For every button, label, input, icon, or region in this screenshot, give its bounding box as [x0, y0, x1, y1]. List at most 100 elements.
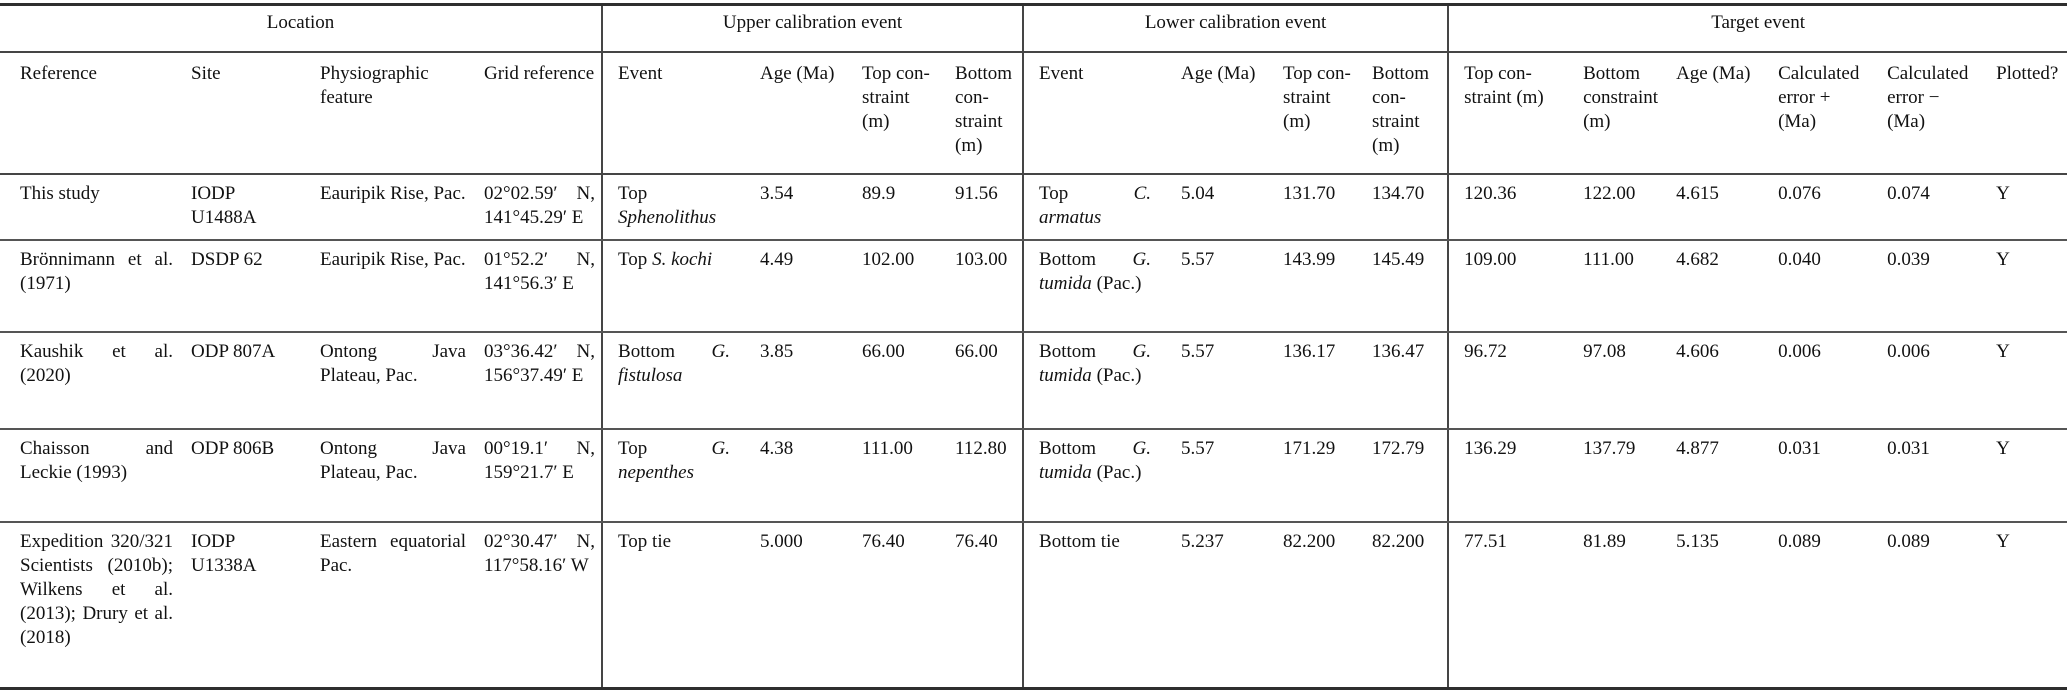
- cell-target-bottom-constraint: 111.00: [1571, 240, 1665, 333]
- cell-calculated-error-plus: 0.006: [1766, 332, 1876, 430]
- cell-lower-event: Bottom G. tumida (Pac.): [1022, 240, 1170, 333]
- group-title-target: Target event: [1447, 4, 2067, 53]
- cell-upper-bottom-constraint: 91.56: [943, 174, 1024, 241]
- species-name: S. kochi: [652, 249, 713, 270]
- cell-calculated-error-plus: 0.040: [1766, 240, 1876, 333]
- event-text: Bottom: [618, 341, 712, 362]
- cell-target-age: 4.877: [1664, 429, 1767, 523]
- species-name: G. fistulosa: [618, 341, 731, 386]
- cell-reference: Brönnimann et al. (1971): [0, 240, 179, 333]
- cell-lower-event: Bottom G. tumida (Pac.): [1022, 429, 1170, 523]
- cell-lower-event: Bottom G. tumida (Pac.): [1022, 332, 1170, 430]
- cell-calculated-error-minus: 0.039: [1875, 240, 1985, 333]
- event-text: Top: [1039, 183, 1134, 204]
- cell-lower-bottom-constraint: 136.47: [1360, 332, 1449, 430]
- cell-lower-top-constraint: 136.17: [1271, 332, 1361, 430]
- cell-reference: This study: [0, 174, 179, 241]
- col-header-lower-bottom-constraint: Bottom con­straint (m): [1360, 52, 1449, 175]
- col-header-target-top-constraint: Top con­straint (m): [1447, 52, 1572, 175]
- group-title-location: Location: [0, 4, 603, 53]
- cell-target-top-constraint: 109.00: [1447, 240, 1572, 333]
- col-header-calculated-error-minus: Calculated error − (Ma): [1875, 52, 1985, 175]
- cell-upper-top-constraint: 111.00: [850, 429, 944, 523]
- cell-site: ODP 806B: [179, 429, 308, 523]
- cell-target-age: 4.682: [1664, 240, 1767, 333]
- cell-lower-top-constraint: 131.70: [1271, 174, 1361, 241]
- group-title-upper-calibration: Upper calibration event: [601, 4, 1024, 53]
- cell-site: DSDP 62: [179, 240, 308, 333]
- cell-target-bottom-constraint: 97.08: [1571, 332, 1665, 430]
- cell-lower-bottom-constraint: 145.49: [1360, 240, 1449, 333]
- cell-upper-bottom-constraint: 103.00: [943, 240, 1024, 333]
- cell-target-age: 5.135: [1676, 531, 1719, 552]
- table-row: Kaushik et al. (2020) ODP 807A Ontong Ja…: [0, 332, 2067, 430]
- cell-site: IODP U1488A: [179, 174, 308, 241]
- cell-reference: Expedition 320/321 Scien­tists (2010b); …: [20, 531, 173, 648]
- cell-calculated-error-plus: 0.076: [1766, 174, 1876, 241]
- species-name: C. armatus: [1039, 183, 1152, 228]
- event-text-suffix: (Pac.): [1091, 462, 1142, 483]
- cell-upper-top-constraint: 66.00: [850, 332, 944, 430]
- col-header-lower-age: Age (Ma): [1169, 52, 1272, 175]
- cell-upper-age: 3.54: [748, 174, 851, 241]
- cell-upper-bottom-constraint: 76.40: [955, 531, 998, 552]
- table-row: Brönnimann et al. (1971) DSDP 62 Eauripi…: [0, 240, 2067, 333]
- cell-site: IODP U1338A: [191, 531, 257, 576]
- cell-target-top-constraint: 136.29: [1447, 429, 1572, 523]
- column-header-row: Reference Site Physiographic feature Gri…: [0, 52, 2067, 175]
- cell-target-age: 4.615: [1664, 174, 1767, 241]
- cell-upper-top-constraint: 76.40: [862, 531, 905, 552]
- cell-upper-age: 3.85: [748, 332, 851, 430]
- col-header-calculated-error-plus: Calculated error + (Ma): [1766, 52, 1876, 175]
- cell-grid-reference: 03°36.42′ N, 156°37.49′ E: [472, 332, 603, 430]
- cell-upper-top-constraint: 102.00: [850, 240, 944, 333]
- event-text-suffix: (Pac.): [1091, 273, 1142, 294]
- calibration-table: Location Upper calibration event Lower c…: [0, 3, 2067, 690]
- cell-reference: Chaisson and Leckie (1993): [0, 429, 179, 523]
- cell-upper-bottom-constraint: 66.00: [943, 332, 1024, 430]
- cell-upper-event: Top tie: [601, 522, 749, 688]
- cell-plotted: Y: [1984, 174, 2067, 241]
- cell-target-top-constraint: 120.36: [1447, 174, 1572, 241]
- col-header-plotted: Plotted?: [1984, 52, 2067, 175]
- cell-lower-age: 5.57: [1169, 429, 1272, 523]
- cell-grid-reference: 00°19.1′ N, 159°21.7′ E: [472, 429, 603, 523]
- cell-plotted: Y: [1996, 531, 2010, 552]
- col-header-grid-reference: Grid reference: [472, 52, 603, 175]
- cell-plotted: Y: [1984, 332, 2067, 430]
- cell-lower-event: Bottom tie: [1022, 522, 1170, 688]
- cell-target-bottom-constraint: 122.00: [1571, 174, 1665, 241]
- table-row: This study IODP U1488A Eauripik Rise, Pa…: [0, 174, 2067, 241]
- species-name: G. tumida: [1039, 438, 1152, 483]
- species-name: G. tumida: [1039, 249, 1152, 294]
- cell-lower-top-constraint: 143.99: [1271, 240, 1361, 333]
- cell-calculated-error-plus: 0.089: [1778, 531, 1821, 552]
- cell-calculated-error-minus: 0.074: [1875, 174, 1985, 241]
- col-header-upper-event: Event: [601, 52, 749, 175]
- species-name: G. tumida: [1039, 341, 1152, 386]
- cell-lower-bottom-constraint: 134.70: [1360, 174, 1449, 241]
- cell-target-bottom-constraint: 137.79: [1571, 429, 1665, 523]
- cell-upper-age: 4.38: [748, 429, 851, 523]
- cell-physiographic-feature: Eauripik Rise, Pac.: [308, 240, 472, 333]
- cell-target-bottom-constraint: 81.89: [1583, 531, 1626, 552]
- cell-grid-reference: 02°30.47′ N, 117°58.16′ W: [484, 531, 596, 576]
- col-header-target-age: Age (Ma): [1664, 52, 1767, 175]
- group-header-row: Location Upper calibration event Lower c…: [0, 4, 2067, 53]
- col-header-upper-age: Age (Ma): [748, 52, 851, 175]
- cell-lower-age: 5.57: [1169, 332, 1272, 430]
- species-name: Sphenolithus: [618, 207, 717, 228]
- cell-target-age: 4.606: [1664, 332, 1767, 430]
- event-text: Bottom: [1039, 438, 1133, 459]
- col-header-upper-top-constraint: Top con­straint (m): [850, 52, 944, 175]
- cell-lower-age: 5.237: [1181, 531, 1224, 552]
- cell-upper-event: Top Sphenolithus: [601, 174, 749, 241]
- table-row: Chaisson and Leckie (1993) ODP 806B Onto…: [0, 429, 2067, 523]
- event-text-suffix: (Pac.): [1091, 365, 1142, 386]
- cell-target-top-constraint: 77.51: [1447, 522, 1572, 688]
- cell-calculated-error-minus: 0.006: [1875, 332, 1985, 430]
- cell-physiographic-feature: Eastern equatorial Pac.: [320, 531, 466, 576]
- cell-upper-top-constraint: 89.9: [850, 174, 944, 241]
- event-text: Bottom tie: [1039, 531, 1120, 552]
- cell-upper-age: 4.49: [748, 240, 851, 333]
